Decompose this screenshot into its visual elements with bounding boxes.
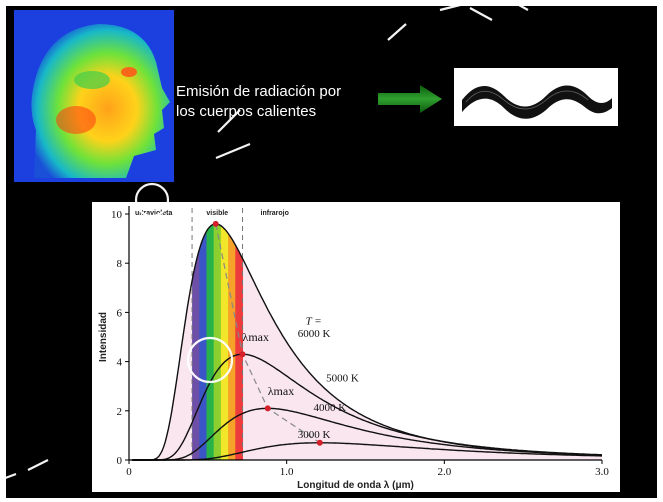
area-under-6000k bbox=[132, 223, 603, 460]
y-tick-label: 2 bbox=[117, 406, 123, 418]
thermal-head-image bbox=[14, 10, 174, 182]
spectrum-band bbox=[235, 223, 244, 460]
lambda-max-label: λmax bbox=[243, 330, 269, 344]
x-tick-label: 2.0 bbox=[437, 466, 451, 478]
series-label: 4000 K bbox=[313, 402, 346, 414]
blackbody-chart: 0 2 4 6 8 10 0 1.0 2.0 3.0 Longitud de onda λ (μm)… bbox=[92, 202, 620, 492]
spectrum-band bbox=[213, 223, 222, 460]
y-tick-label: 6 bbox=[117, 307, 123, 319]
spectrum-band bbox=[206, 223, 215, 460]
peak-marker bbox=[316, 439, 323, 446]
series-label: 3000 K bbox=[298, 429, 331, 441]
series-line bbox=[132, 442, 602, 461]
radiation-wave-image bbox=[454, 68, 618, 126]
x-tick-label: 1.0 bbox=[280, 466, 294, 478]
t-equals-label: T = bbox=[306, 316, 322, 328]
x-axis-label: Longitud de onda λ (μm) bbox=[297, 480, 414, 491]
peak-marker bbox=[212, 220, 219, 227]
lambda-max-label: λmax bbox=[268, 384, 294, 398]
right-arrow-icon bbox=[378, 85, 442, 113]
slide: Emisión de radiación por los cuerpos cal… bbox=[6, 6, 657, 498]
series-label: 6000 K bbox=[298, 328, 331, 340]
x-tick-label: 0 bbox=[126, 466, 132, 478]
y-tick-label: 10 bbox=[111, 209, 123, 221]
spectrum-band bbox=[228, 223, 236, 460]
peak-marker bbox=[264, 405, 271, 412]
spectrum-band bbox=[199, 223, 207, 460]
wien-law-line bbox=[215, 223, 321, 444]
series-line bbox=[132, 407, 602, 461]
region-label: infrarojo bbox=[261, 210, 289, 217]
peak-marker bbox=[239, 351, 246, 358]
series-label: 5000 K bbox=[326, 372, 359, 384]
y-tick-label: 4 bbox=[117, 357, 123, 369]
y-tick-label: 0 bbox=[117, 455, 123, 467]
caption-line-2: los cuerpos calientes bbox=[176, 103, 317, 120]
y-tick-label: 8 bbox=[117, 258, 123, 270]
caption: Emisión de radiación por los cuerpos cal… bbox=[176, 82, 386, 122]
caption-line-1: Emisión de radiación por bbox=[176, 83, 342, 100]
y-axis-label: Intensidad bbox=[98, 312, 109, 362]
region-label: visible bbox=[206, 210, 228, 217]
x-tick-label: 3.0 bbox=[595, 466, 609, 478]
region-label: ultravioleta bbox=[135, 210, 172, 217]
